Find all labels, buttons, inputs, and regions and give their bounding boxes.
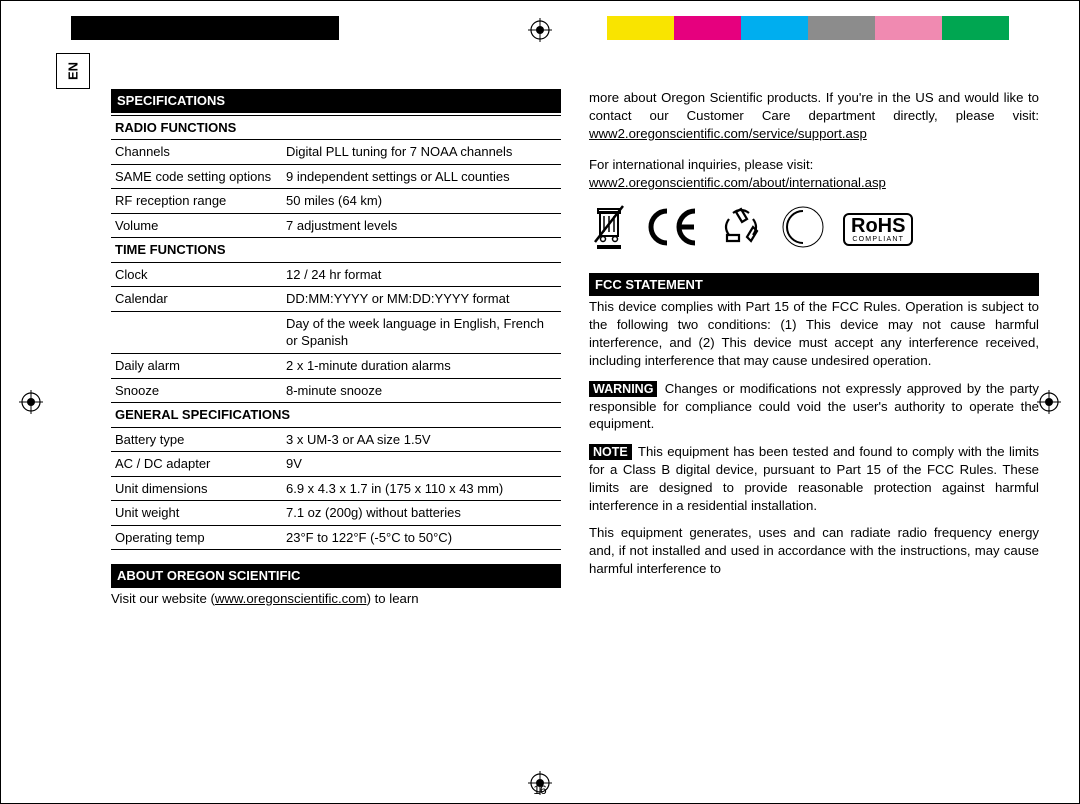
spec-group-header: RADIO FUNCTIONS (111, 115, 561, 140)
intl-link[interactable]: www2.oregonscientific.com/about/internat… (589, 175, 886, 190)
colorbar-swatch (607, 16, 674, 40)
colorbar-swatch (674, 16, 741, 40)
ce-mark-icon (647, 207, 701, 252)
colorbar-swatch (339, 16, 406, 40)
registration-mark-top (528, 18, 552, 42)
colorbar-swatch (406, 16, 473, 40)
rohs-label: RoHS (851, 216, 905, 236)
spec-value: 9 independent settings or ALL counties (282, 164, 561, 189)
spec-value: 50 miles (64 km) (282, 189, 561, 214)
spec-label: Volume (111, 213, 282, 238)
about-header: ABOUT OREGON SCIENTIFIC (111, 564, 561, 588)
spec-value: DD:MM:YYYY or MM:DD:YYYY format (282, 287, 561, 312)
rohs-sub: COMPLIANT (851, 236, 905, 243)
compliance-icon-row: RoHS COMPLIANT (589, 204, 1039, 255)
table-row: Unit dimensions6.9 x 4.3 x 1.7 in (175 x… (111, 476, 561, 501)
spec-label: Battery type (111, 427, 282, 452)
spec-value: 12 / 24 hr format (282, 262, 561, 287)
spec-group-header: GENERAL SPECIFICATIONS (111, 403, 561, 428)
spec-value: 3 x UM-3 or AA size 1.5V (282, 427, 561, 452)
about-cont-text: more about Oregon Scientific products. I… (589, 90, 1039, 123)
spec-value: 6.9 x 4.3 x 1.7 in (175 x 110 x 43 mm) (282, 476, 561, 501)
fcc-p4: This equipment generates, uses and can r… (589, 524, 1039, 577)
table-row: Daily alarm2 x 1-minute duration alarms (111, 354, 561, 379)
spec-label: SAME code setting options (111, 164, 282, 189)
spec-label: Operating temp (111, 525, 282, 550)
table-row: Day of the week language in English, Fre… (111, 311, 561, 353)
spec-group-header: TIME FUNCTIONS (111, 238, 561, 263)
about-link-main[interactable]: www.oregonscientific.com (215, 591, 367, 606)
specifications-table: RADIO FUNCTIONSChannelsDigital PLL tunin… (111, 115, 561, 551)
page-number: 16 (533, 783, 546, 797)
spec-label: Calendar (111, 287, 282, 312)
spec-label (111, 311, 282, 353)
about-continuation: more about Oregon Scientific products. I… (589, 89, 1039, 142)
rohs-icon: RoHS COMPLIANT (843, 213, 913, 246)
warning-badge: WARNING (589, 381, 657, 397)
colorbar-swatch (71, 16, 138, 40)
recycle-icon (719, 205, 763, 254)
table-row: SAME code setting options9 independent s… (111, 164, 561, 189)
about-service-link[interactable]: www2.oregonscientific.com/service/suppor… (589, 126, 867, 141)
fcc-p1: This device complies with Part 15 of the… (589, 298, 1039, 369)
colorbar-swatch (205, 16, 272, 40)
spec-value: 23°F to 122°F (-5°C to 50°C) (282, 525, 561, 550)
table-row: AC / DC adapter9V (111, 452, 561, 477)
table-row: Snooze8-minute snooze (111, 378, 561, 403)
note-badge: NOTE (589, 444, 632, 460)
colorbar-swatch (942, 16, 1009, 40)
spec-value: 7.1 oz (200g) without batteries (282, 501, 561, 526)
table-row: Operating temp23°F to 122°F (-5°C to 50°… (111, 525, 561, 550)
colorbar-swatch (808, 16, 875, 40)
about-text-suffix: ) to learn (367, 591, 419, 606)
intl-label: For international inquiries, please visi… (589, 156, 1039, 174)
language-tab: EN (56, 53, 90, 89)
fcc-note: NOTE This equipment has been tested and … (589, 443, 1039, 514)
table-row: Volume7 adjustment levels (111, 213, 561, 238)
table-row: RF reception range50 miles (64 km) (111, 189, 561, 214)
spec-label: Unit dimensions (111, 476, 282, 501)
spec-label: Channels (111, 140, 282, 165)
spec-value: 7 adjustment levels (282, 213, 561, 238)
spec-label: Unit weight (111, 501, 282, 526)
colorbar-swatch (875, 16, 942, 40)
fcc-warning: WARNING Changes or modifications not exp… (589, 380, 1039, 434)
spec-label: AC / DC adapter (111, 452, 282, 477)
spec-label: Daily alarm (111, 354, 282, 379)
table-row: Clock12 / 24 hr format (111, 262, 561, 287)
fcc-note-text: This equipment has been tested and found… (589, 444, 1039, 513)
right-column: more about Oregon Scientific products. I… (589, 89, 1039, 763)
registration-mark-left (19, 390, 43, 414)
fcc-header: FCC STATEMENT (589, 273, 1039, 297)
left-column: SPECIFICATIONS RADIO FUNCTIONSChannelsDi… (111, 89, 561, 763)
table-row: Battery type3 x UM-3 or AA size 1.5V (111, 427, 561, 452)
about-line1: Visit our website (www.oregonscientific.… (111, 590, 561, 608)
colorbar-swatch (741, 16, 808, 40)
about-text: Visit our website ( (111, 591, 215, 606)
spec-value: Digital PLL tuning for 7 NOAA channels (282, 140, 561, 165)
table-row: ChannelsDigital PLL tuning for 7 NOAA ch… (111, 140, 561, 165)
registration-mark-right (1037, 390, 1061, 414)
page-content: SPECIFICATIONS RADIO FUNCTIONSChannelsDi… (111, 89, 1039, 763)
specifications-header: SPECIFICATIONS (111, 89, 561, 113)
spec-value: Day of the week language in English, Fre… (282, 311, 561, 353)
colorbar-swatch (272, 16, 339, 40)
spec-value: 8-minute snooze (282, 378, 561, 403)
spec-label: Snooze (111, 378, 282, 403)
spec-label: Clock (111, 262, 282, 287)
spec-value: 9V (282, 452, 561, 477)
gruene-punkt-icon (781, 205, 825, 254)
colorbar-swatch (138, 16, 205, 40)
weee-icon (589, 204, 629, 255)
spec-label: RF reception range (111, 189, 282, 214)
spec-value: 2 x 1-minute duration alarms (282, 354, 561, 379)
table-row: Unit weight7.1 oz (200g) without batteri… (111, 501, 561, 526)
table-row: CalendarDD:MM:YYYY or MM:DD:YYYY format (111, 287, 561, 312)
